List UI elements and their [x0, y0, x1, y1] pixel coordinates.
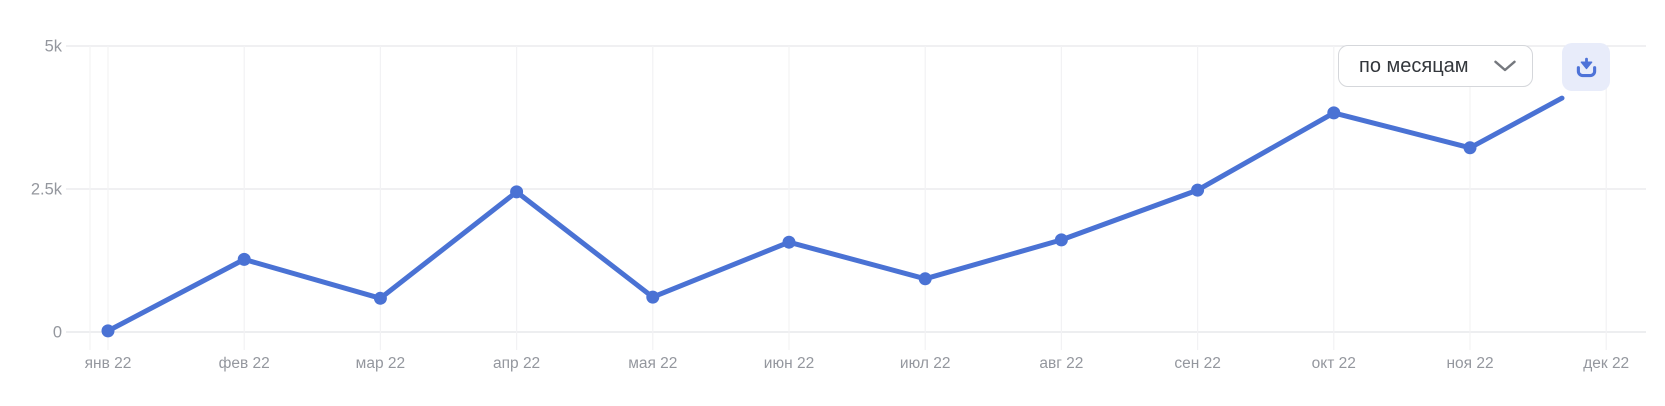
y-axis-label: 2.5k: [31, 181, 63, 199]
download-icon: [1576, 57, 1596, 77]
data-point[interactable]: [373, 291, 387, 305]
data-point[interactable]: [646, 290, 660, 304]
data-point[interactable]: [1327, 106, 1341, 120]
chevron-down-icon: [1494, 60, 1516, 72]
data-point[interactable]: [510, 185, 524, 199]
data-point[interactable]: [918, 272, 932, 286]
period-select-value: по месяцам: [1359, 54, 1469, 77]
y-axis-label: 5k: [45, 38, 63, 56]
data-point[interactable]: [1191, 183, 1205, 197]
data-point[interactable]: [1463, 141, 1477, 155]
x-axis-label: апр 22: [493, 355, 540, 372]
x-axis-label: янв 22: [85, 355, 132, 372]
x-axis-label: дек 22: [1583, 355, 1629, 372]
x-axis-label: июн 22: [764, 355, 814, 372]
x-axis-label: мая 22: [628, 355, 677, 372]
x-axis-label: ноя 22: [1446, 355, 1493, 372]
x-axis-label: мар 22: [356, 355, 405, 372]
x-axis-label: сен 22: [1174, 355, 1220, 372]
data-point[interactable]: [782, 235, 796, 249]
series-line: [105, 95, 1565, 334]
x-axis-label: фев 22: [219, 355, 270, 372]
data-point[interactable]: [101, 324, 115, 338]
x-axis-label: авг 22: [1039, 355, 1083, 372]
y-axis-label: 0: [53, 324, 62, 342]
download-button[interactable]: [1562, 43, 1610, 91]
x-axis-label: июл 22: [900, 355, 951, 372]
data-point[interactable]: [237, 252, 251, 266]
x-axis-label: окт 22: [1312, 355, 1356, 372]
data-point[interactable]: [1054, 233, 1068, 247]
period-select[interactable]: по месяцам: [1338, 45, 1533, 87]
